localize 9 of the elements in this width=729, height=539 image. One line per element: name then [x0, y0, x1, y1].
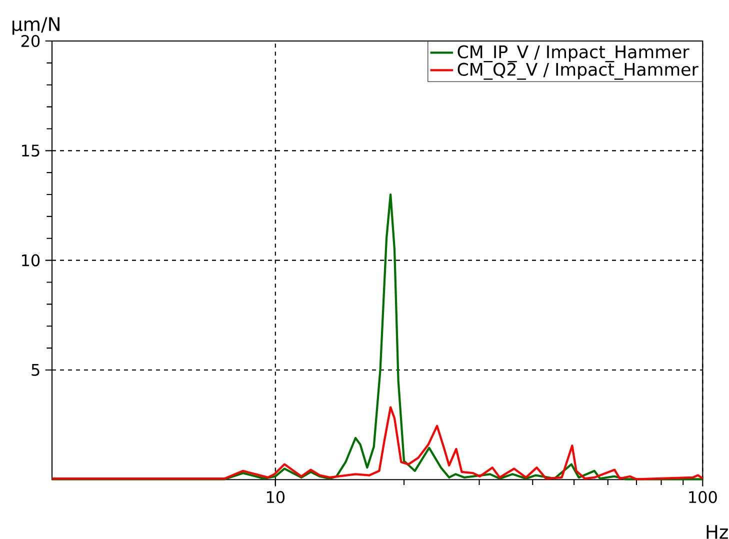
y-tick-label: 15 [22, 144, 40, 157]
legend-label: CM_IP_V / Impact_Hammer [458, 45, 690, 62]
y-tick-label: 20 [21, 34, 40, 48]
y-axis-title: µm/N [12, 17, 60, 35]
x-tick-label: 100 [689, 491, 717, 504]
y-tick-label: 5 [32, 364, 40, 376]
x-axis-title: Hz [706, 525, 728, 539]
legend-label: CM_Q2_V / Impact_Hammer [458, 62, 698, 80]
y-tick-label: 10 [22, 254, 40, 266]
